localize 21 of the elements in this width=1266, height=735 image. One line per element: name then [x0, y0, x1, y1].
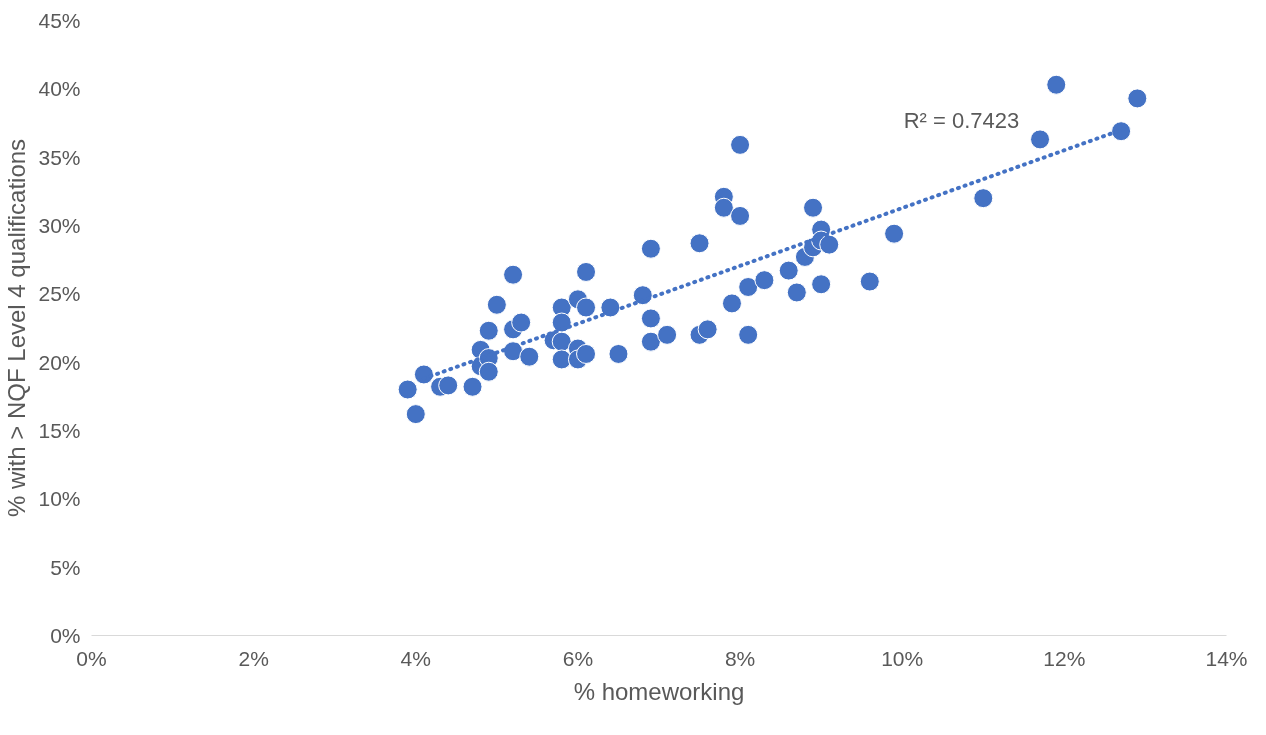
- y-tick-label: 15%: [38, 419, 81, 442]
- x-tick-label: 2%: [238, 646, 269, 670]
- x-tick-label: 4%: [400, 646, 431, 670]
- y-tick-label: 40%: [38, 77, 81, 101]
- y-tick-label: 5%: [50, 555, 81, 579]
- x-tick-label: 0%: [76, 646, 107, 670]
- y-tick-label: 20%: [38, 350, 81, 374]
- y-tick-label: 35%: [38, 145, 81, 169]
- x-axis-title: % homeworking: [573, 677, 745, 705]
- y-axis-title: % with > NQF Level 4 qualifications: [3, 138, 31, 518]
- x-tick-label: 14%: [1205, 646, 1248, 670]
- y-tick-label: 10%: [38, 487, 81, 511]
- x-tick-label: 8%: [724, 646, 756, 670]
- y-tick-label: 45%: [38, 9, 81, 32]
- x-tick-label: 10%: [881, 646, 924, 670]
- x-tick-label: 12%: [1043, 646, 1086, 670]
- x-tick-label: 6%: [562, 646, 594, 670]
- y-tick-label: 30%: [38, 214, 81, 237]
- y-tick-label: 25%: [38, 282, 81, 306]
- annotation: R² = 0.7423: [903, 108, 1020, 133]
- y-tick-label: 0%: [50, 624, 81, 647]
